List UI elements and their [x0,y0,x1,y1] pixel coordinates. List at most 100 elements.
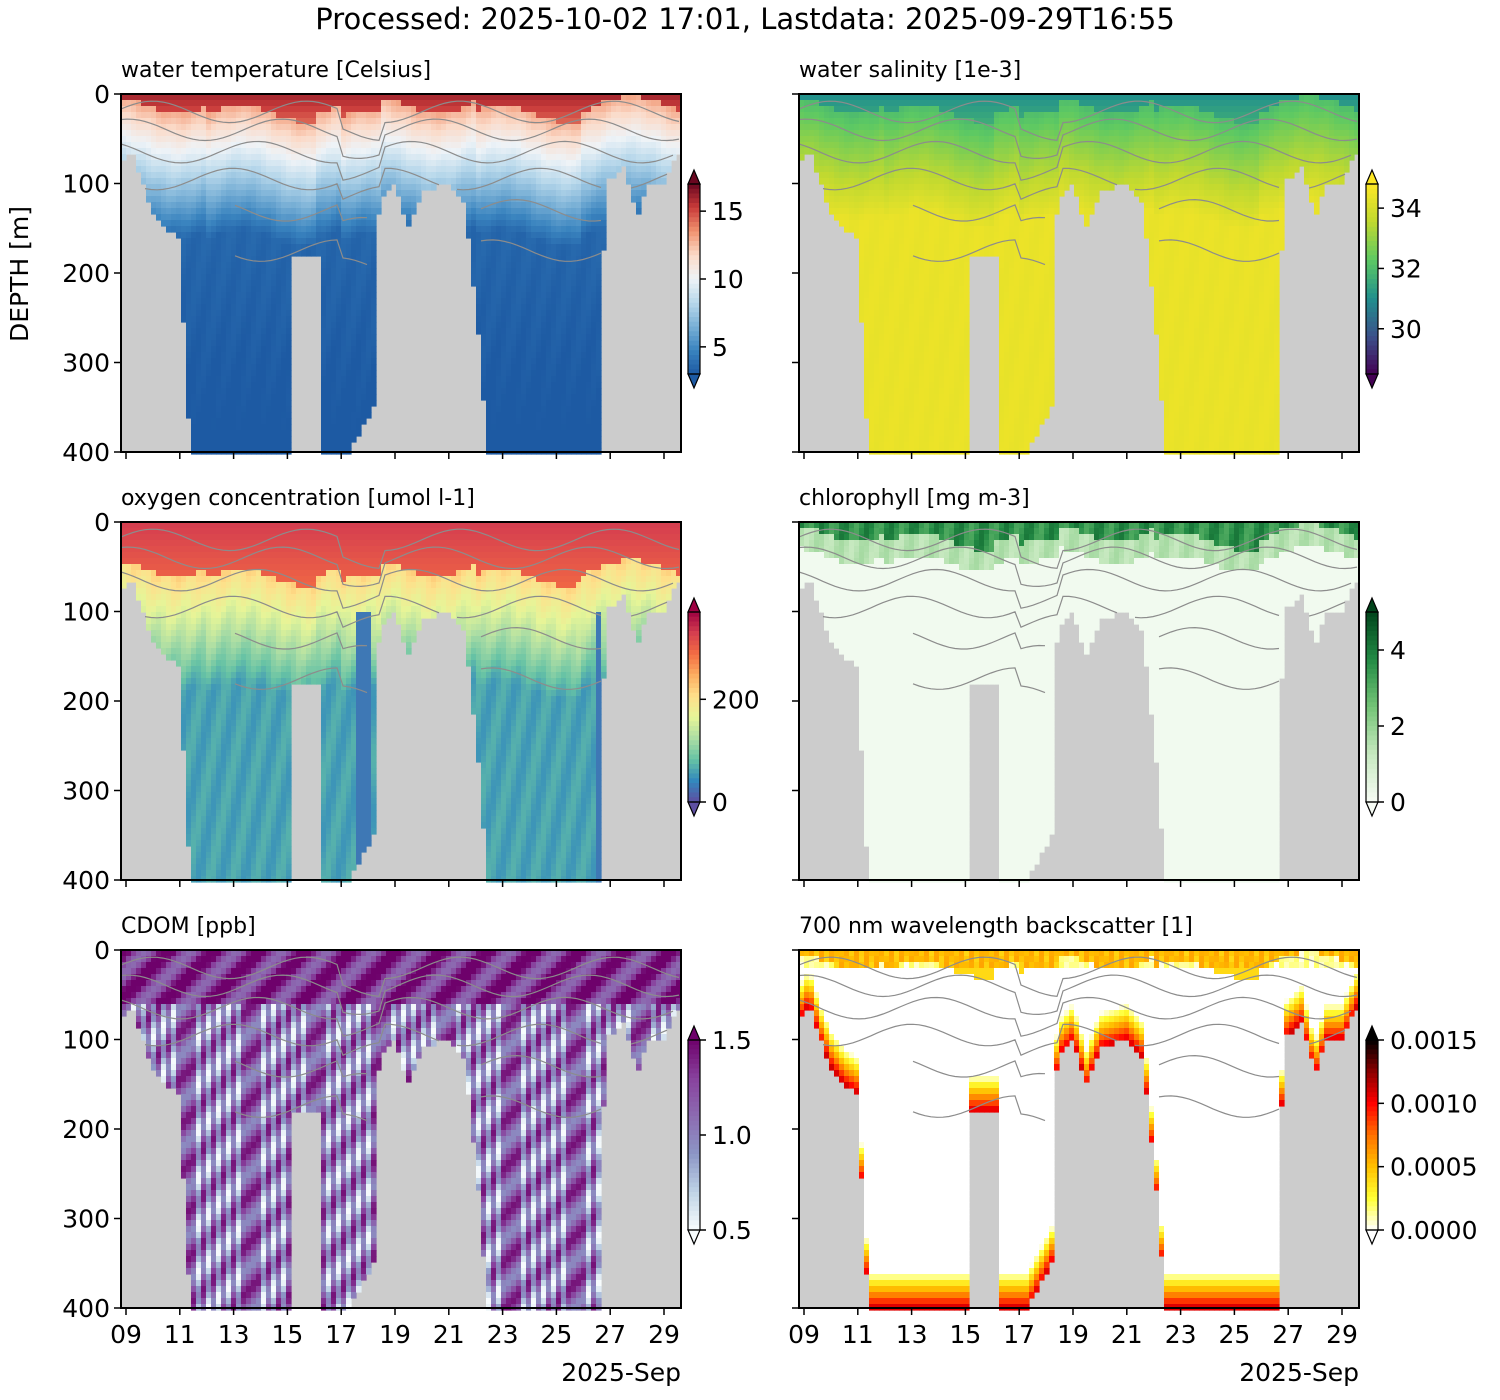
heatmap-cell [526,316,532,323]
heatmap-cell [121,136,127,143]
heatmap-cell [206,148,212,155]
heatmap-cell [246,376,252,383]
heatmap-cell [261,166,267,173]
heatmap-cell [336,364,342,371]
heatmap-cell [864,100,870,107]
heatmap-cell [286,166,292,173]
heatmap-cell [236,196,242,203]
heatmap-cell [351,166,357,173]
heatmap-cell [226,208,232,215]
heatmap-cell [241,148,247,155]
heatmap-cell [486,274,492,281]
heatmap-cell [261,250,267,257]
heatmap-cell [581,154,587,161]
heatmap-cell [641,154,647,161]
heatmap-cell [501,160,507,167]
heatmap-cell [296,232,302,239]
heatmap-cell [211,130,217,137]
heatmap-cell [476,166,482,173]
heatmap-cell [261,136,267,143]
heatmap-cell [331,334,337,341]
heatmap-cell [246,262,252,269]
heatmap-cell [246,190,252,197]
heatmap-cell [331,112,337,119]
heatmap-cell [336,328,342,335]
heatmap-cell [541,370,547,377]
heatmap-cell [416,154,422,161]
heatmap-cell [326,406,332,413]
heatmap-cell [361,196,367,203]
heatmap-cell [391,94,397,101]
heatmap-cell [884,316,890,323]
heatmap-cell [546,136,552,143]
heatmap-cell [596,220,602,227]
heatmap-cell [596,166,602,173]
heatmap-cell [586,328,592,335]
heatmap-cell [356,178,362,185]
heatmap-cell [571,166,577,173]
heatmap-cell [571,136,577,143]
heatmap-cell [616,136,622,143]
heatmap-cell [466,94,472,101]
heatmap-cell [576,268,582,275]
heatmap-cell [511,280,517,287]
heatmap-cell [819,130,825,137]
heatmap-cell [266,340,272,347]
heatmap-cell [496,232,502,239]
heatmap-cell [571,100,577,107]
heatmap-cell [156,124,162,131]
heatmap-cell [201,346,207,353]
heatmap-cell [206,94,212,101]
heatmap-cell [261,112,267,119]
heatmap-cell [286,232,292,239]
heatmap-cell [346,184,352,191]
heatmap-cell [874,208,880,215]
heatmap-cell [456,112,462,119]
heatmap-cell [556,244,562,251]
heatmap-cell [251,172,257,179]
heatmap-cell [501,244,507,251]
heatmap-cell [141,172,147,179]
heatmap-cell [551,184,557,191]
heatmap-cell [869,298,875,305]
heatmap-cell [456,184,462,191]
heatmap-cell [176,232,182,239]
heatmap-cell [186,238,192,245]
heatmap-cell [521,130,527,137]
heatmap-cell [506,418,512,425]
heatmap-cell [849,214,855,221]
heatmap-cell [331,244,337,251]
heatmap-cell [151,208,157,215]
heatmap-cell [341,328,347,335]
heatmap-cell [276,358,282,365]
heatmap-cell [261,154,267,161]
heatmap-cell [286,442,292,449]
heatmap-cell [236,238,242,245]
heatmap-cell [261,442,267,449]
heatmap-cell [206,334,212,341]
heatmap-cell [521,274,527,281]
heatmap-cell [191,442,197,449]
heatmap-cell [191,304,197,311]
heatmap-cell [266,166,272,173]
heatmap-cell [556,310,562,317]
heatmap-cell [581,262,587,269]
heatmap-cell [206,388,212,395]
heatmap-cell [211,94,217,101]
heatmap-cell [854,100,860,107]
heatmap-cell [241,310,247,317]
heatmap-cell [521,142,527,149]
heatmap-cell [261,124,267,131]
heatmap-cell [874,220,880,227]
heatmap-cell [501,358,507,365]
heatmap-cell [541,322,547,329]
heatmap-cell [516,190,522,197]
heatmap-cell [276,208,282,215]
heatmap-cell [186,316,192,323]
heatmap-cell [306,226,312,233]
heatmap-cell [186,142,192,149]
heatmap-cell [231,328,237,335]
heatmap-cell [561,418,567,425]
heatmap-cell [511,124,517,131]
heatmap-cell [576,262,582,269]
